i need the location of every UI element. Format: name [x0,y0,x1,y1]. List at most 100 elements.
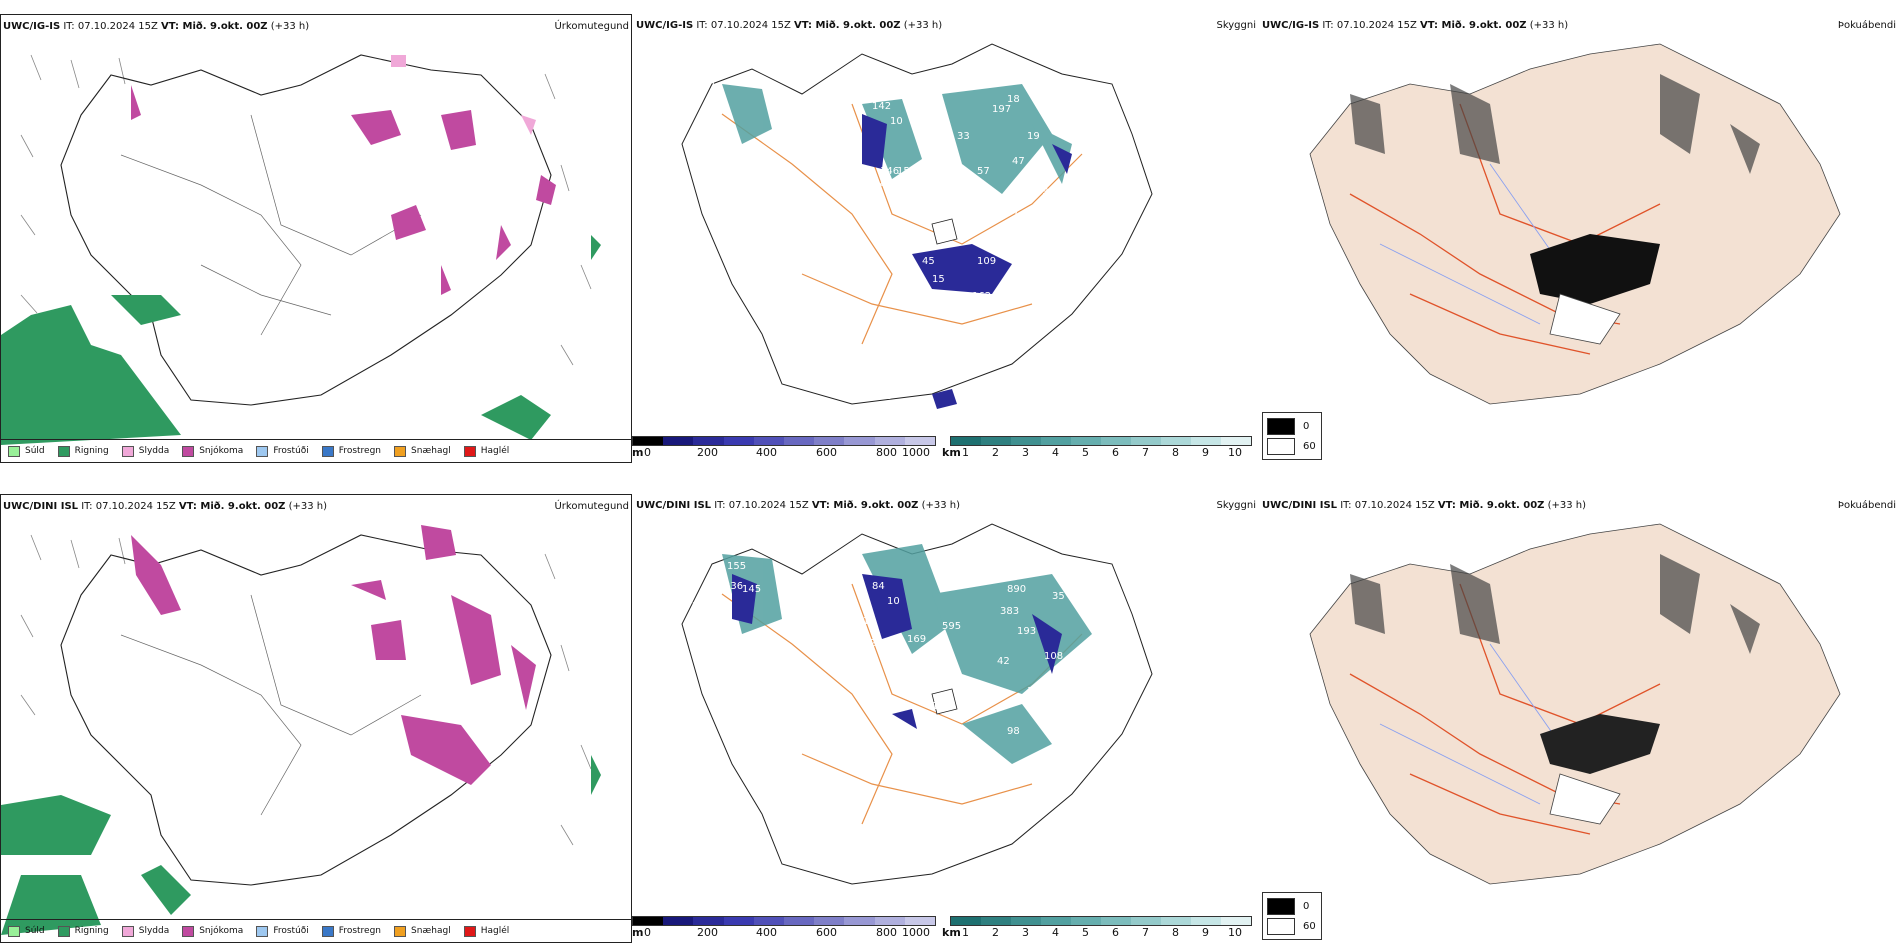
fog-swatch [1267,898,1295,915]
panel-header: UWC/DINI ISL IT: 07.10.2024 15Z VT: Mið.… [636,500,961,511]
legend-item: Frostregn [321,925,381,937]
value-label: 39 [880,391,893,402]
visibility-tick: 2 [992,446,999,459]
panel-header: UWC/DINI ISL IT: 07.10.2024 15Z VT: Mið.… [3,501,328,512]
height-tick: 800 [876,446,897,459]
height-colorbar: m 0 200 400 600 800 1000 [632,436,942,459]
legend-swatch [8,925,20,937]
panel-header: UWC/IG-IS IT: 07.10.2024 15Z VT: Mið. 9.… [636,20,943,31]
value-label: 197 [992,104,1011,115]
value-label: 10 [890,116,903,127]
legend-item: Snæhagl [394,925,451,937]
value-label: 142 [857,638,876,649]
value-label: 383 [1000,606,1019,617]
legend-swatch [57,925,70,937]
height-tick: 1000 [902,926,930,939]
value-label: 19 [1027,131,1040,142]
legend-swatch [57,445,70,457]
value-label: 155 [727,561,746,572]
fog-label: Þokuábendi [1837,20,1896,31]
precip-legend: Súld Rigning Slydda Snjókoma Frostúði Fr… [1,439,631,462]
value-label: 18 [1007,94,1020,105]
height-tick: 1000 [902,446,930,459]
visibility-panel-top: 138 40 14 8 16 142 10 146 152 118 330 197 18 33 47 109 9… [632,14,1260,463]
height-unit: m [632,926,644,939]
visibility-tick: 6 [1112,926,1119,939]
visibility-tick: 10 [1228,446,1242,459]
visibility-tick: 5 [1082,446,1089,459]
value-label: 8 [707,116,713,127]
value-label: 68 [1032,206,1045,217]
value-label: 80 [710,621,723,632]
value-label: 45 [922,256,935,267]
fog-swatch [1267,438,1295,455]
value-label: 18 [782,316,795,327]
legend-item: Rigning [57,925,109,937]
visibility-tick: 3 [1022,446,1029,459]
height-colorbar-strip [632,916,936,926]
legend-item: Frostúði [256,925,309,937]
visibility-tick: 10 [1228,926,1242,939]
value-label: 106 [1027,686,1046,697]
height-colorbar-strip [632,436,936,446]
value-label: 33 [847,231,860,242]
fog-legend-item: 0 [1267,898,1309,915]
value-label: 10 [887,596,900,607]
precip-type-label: Úrkomutegund [554,21,629,32]
value-label: 233 [707,546,726,557]
legend-item: Frostregn [321,445,381,457]
value-label: 142 [872,101,891,112]
visibility-unit: km [942,446,961,459]
value-label: 169 [907,634,926,645]
value-label: 152 [897,166,916,177]
visibility-tick: 7 [1142,446,1149,459]
legend-swatch [121,445,134,457]
height-tick: 200 [697,926,718,939]
legend-item: Haglél [463,925,509,937]
value-label: 118 [867,178,886,189]
value-label: 35 [1052,591,1065,602]
legend-swatch [394,925,407,937]
precip-map-bottom [1,525,601,935]
height-colorbar: m 0 200 400 600 800 1000 [632,916,942,939]
legend-swatch [8,445,20,457]
visibility-tick: 9 [1202,926,1209,939]
height-tick: 400 [756,446,777,459]
height-tick: 0 [644,446,651,459]
value-label: 2 [692,601,698,612]
legend-swatch [256,445,269,457]
visibility-tick: 3 [1022,926,1029,939]
value-label: 890 [1007,584,1026,595]
fog-legend-bottom: 0 60 [1262,892,1322,940]
visibility-unit: km [942,926,961,939]
value-label: 16 [710,146,723,157]
value-label: 11 [962,741,975,752]
value-label: 10 [977,696,990,707]
visibility-tick: 9 [1202,446,1209,459]
value-label: 42 [997,656,1010,667]
height-tick: 0 [644,926,651,939]
height-tick: 600 [816,926,837,939]
value-label: 14 [917,746,930,757]
height-tick: 200 [697,446,718,459]
value-label: 94 [1042,186,1055,197]
legend-swatch [321,925,334,937]
precip-type-label: Úrkomutegund [554,501,629,512]
legend-item: Frostúði [256,445,309,457]
value-label: 162 [972,291,991,302]
value-label: 98 [1007,726,1020,737]
legend-item: Snjókoma [182,445,243,457]
value-label: 330 [894,188,913,199]
height-tick: 600 [816,446,837,459]
legend-item: Rigning [57,445,109,457]
legend-item: Slydda [121,925,169,937]
visibility-colorbar-strip [950,916,1252,926]
height-tick: 400 [756,926,777,939]
legend-swatch [182,445,195,457]
legend-item: Snæhagl [394,445,451,457]
value-label: 193 [1017,626,1036,637]
visibility-colorbar: km 1 2 3 4 5 6 7 8 9 10 [942,436,1260,459]
value-label: 84 [872,581,885,592]
value-label: 71 [962,226,975,237]
fog-panel-top: UWC/IG-IS IT: 07.10.2024 15Z VT: Mið. 9.… [1260,14,1900,463]
